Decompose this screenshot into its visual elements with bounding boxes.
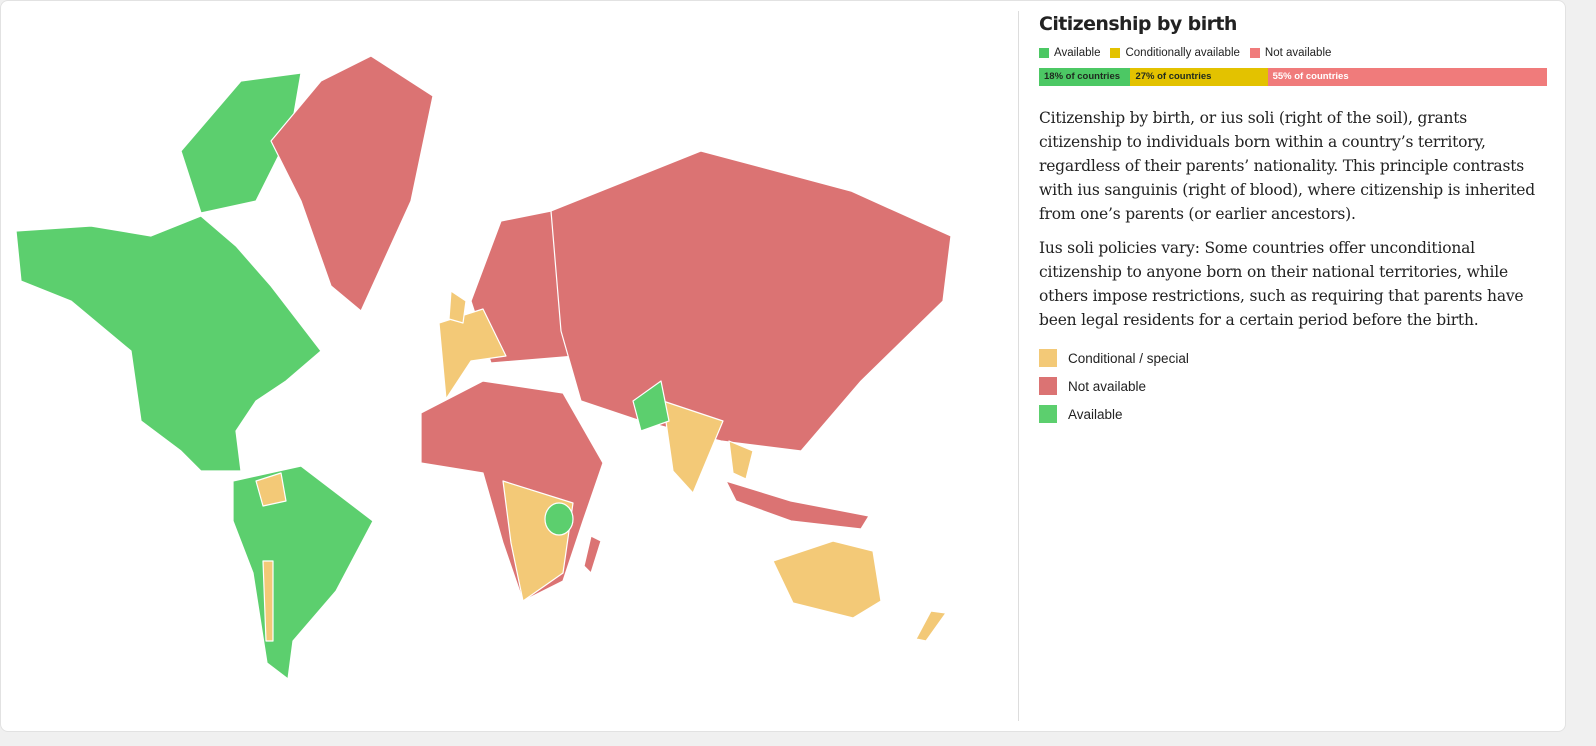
north-america	[15, 215, 322, 472]
legend-swatch	[1249, 48, 1260, 58]
map-legend-label: Available	[1068, 406, 1123, 422]
southeast-asia	[728, 440, 754, 480]
new-zealand	[915, 610, 947, 642]
australia	[772, 540, 882, 619]
map-legend-label: Not available	[1068, 378, 1147, 394]
bar-segment: 55% of countries	[1267, 68, 1547, 86]
share-bar: 18% of countries 27% of countries 55% of c…	[1039, 68, 1547, 86]
legend-label: Conditionally available	[1125, 47, 1240, 59]
pakistan	[632, 380, 670, 432]
india	[662, 400, 724, 494]
paragraph: Citizenship by birth, or ius soli (right…	[1039, 109, 1535, 223]
legend-item: Available	[1039, 47, 1100, 59]
tanzania	[544, 502, 574, 536]
map-legend-item: Conditional / special	[1039, 344, 1551, 372]
map-legend-item: Not available	[1039, 372, 1551, 400]
card: Citizenship by birth Available Conditiona…	[0, 0, 1566, 732]
south-america	[232, 465, 374, 680]
map-legend-label: Conditional / special	[1068, 350, 1189, 366]
title: Citizenship by birth	[1039, 13, 1237, 35]
legend-item: Conditionally available	[1110, 47, 1240, 59]
legend-label: Available	[1054, 47, 1101, 59]
bar-segment: 27% of countries	[1130, 68, 1268, 86]
legend-label: Not available	[1264, 47, 1332, 59]
map-legend-swatch	[1039, 377, 1057, 395]
greenland	[270, 55, 434, 312]
legend-swatch	[1110, 48, 1121, 58]
western-europe	[438, 308, 507, 400]
divider	[1018, 11, 1019, 721]
map-legend-item: Available	[1039, 400, 1551, 428]
map-legend: Conditional / special Not available Availa…	[1039, 344, 1551, 428]
legend-swatch	[1039, 48, 1049, 58]
bar-segment: 18% of countries	[1039, 68, 1131, 86]
chile	[262, 560, 274, 642]
madagascar	[583, 535, 602, 574]
russia-asia	[550, 150, 952, 452]
side-panel: Citizenship by birth Available Conditiona…	[1039, 11, 1551, 428]
indonesia	[725, 480, 870, 530]
world-map	[15, 55, 952, 680]
map-legend-swatch	[1039, 349, 1057, 367]
map-legend-swatch	[1039, 405, 1057, 423]
legend-item: Not available	[1249, 47, 1332, 59]
uk	[448, 290, 467, 324]
venezuela	[255, 472, 287, 507]
paragraph: Ius soli policies vary: Some countries o…	[1039, 239, 1524, 329]
legend: Available Conditionally available Not avai…	[1039, 47, 1551, 59]
